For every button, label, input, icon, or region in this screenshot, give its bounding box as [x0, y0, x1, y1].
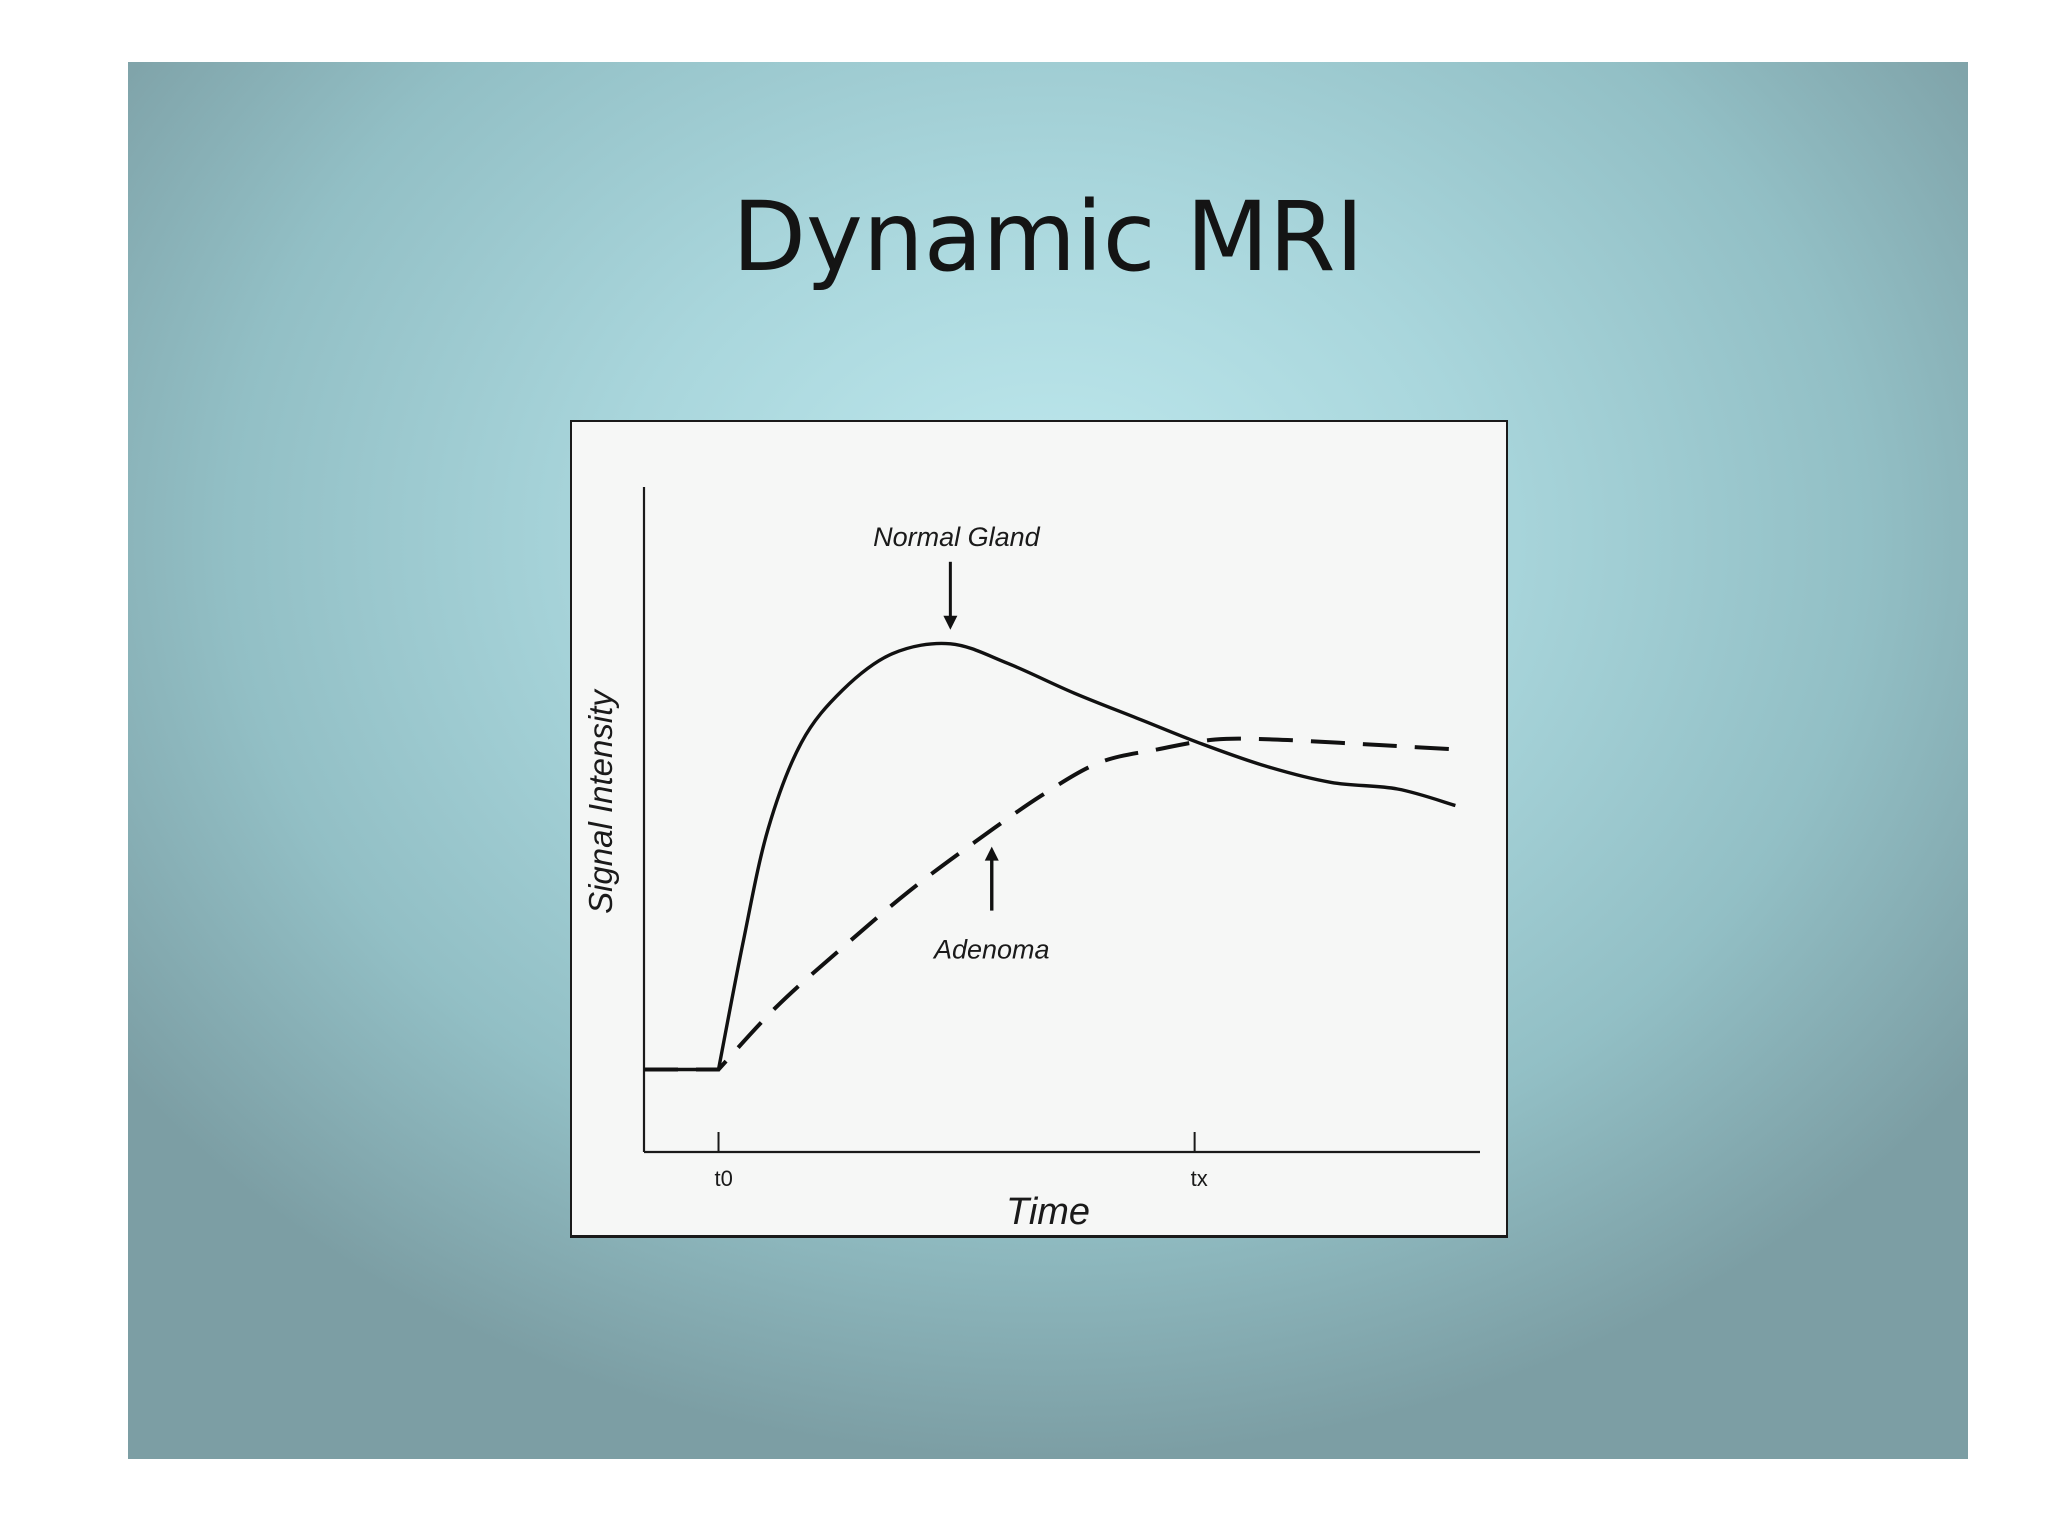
chart-figure: t0 tx Normal Gland Adenoma Time Signal Inte… [570, 420, 1508, 1238]
slide: Dynamic MRI t0 tx Normal Gland Adenoma Tim… [128, 62, 1968, 1459]
x-tick-label-0: t0 [715, 1166, 733, 1191]
chart-svg: t0 tx Normal Gland Adenoma Time Signal Inte… [582, 487, 1480, 1233]
annotation-arrow-head-normal-gland [943, 615, 958, 630]
series-line-normal-gland [644, 641, 1456, 1072]
x-axis-label: Time [1006, 1191, 1090, 1233]
annotation-label-adenoma: Adenoma [932, 935, 1050, 965]
series-line-adenoma [644, 736, 1456, 1072]
slide-title: Dynamic MRI [732, 181, 1364, 293]
annotation-label-normal-gland: Normal Gland [873, 522, 1041, 552]
annotation-arrow-head-adenoma [984, 846, 999, 861]
x-tick-label-1: tx [1191, 1166, 1208, 1191]
y-axis-label: Signal Intensity [582, 688, 619, 914]
